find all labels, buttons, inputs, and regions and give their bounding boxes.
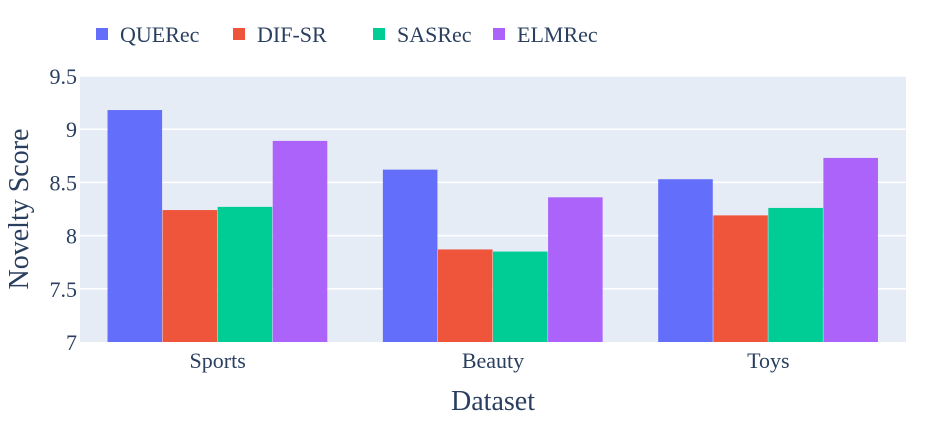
legend-item-querec: QUERec xyxy=(96,22,200,47)
bar-sasrec-sports xyxy=(217,206,273,342)
y-axis-title: Novelty Score xyxy=(4,129,35,290)
y-tick-label: 9.5 xyxy=(50,64,78,89)
y-tick-label: 8 xyxy=(66,224,77,249)
legend-item-dif-sr: DIF-SR xyxy=(233,22,327,47)
bar-elmrec-toys xyxy=(823,157,878,342)
y-tick-labels: 7 7.5 8 8.5 9 9.5 xyxy=(50,64,78,355)
bar-querec-beauty xyxy=(382,169,438,342)
bar-querec-sports xyxy=(107,110,163,342)
legend-swatch xyxy=(373,28,385,40)
y-tick-label: 9 xyxy=(66,117,77,142)
legend-label: QUERec xyxy=(120,22,200,47)
bar-sasrec-beauty xyxy=(493,251,548,342)
legend-item-sasrec: SASRec xyxy=(373,22,472,47)
bar-dif-sr-toys xyxy=(713,215,768,342)
bar-elmrec-beauty xyxy=(548,197,603,342)
legend-swatch xyxy=(96,28,108,40)
legend: QUERec DIF-SR SASRec ELMRec xyxy=(96,22,598,47)
x-axis-title: Dataset xyxy=(451,386,535,417)
legend-swatch xyxy=(493,28,505,40)
x-tick-label: Beauty xyxy=(462,348,524,373)
legend-label: DIF-SR xyxy=(257,22,327,47)
y-tick-label: 7.5 xyxy=(50,277,78,302)
x-tick-label: Toys xyxy=(747,348,789,373)
bar-sasrec-toys xyxy=(768,207,823,342)
y-tick-label: 7 xyxy=(66,330,77,355)
legend-item-elmrec: ELMRec xyxy=(493,22,598,47)
y-tick-label: 8.5 xyxy=(50,170,78,195)
legend-label: SASRec xyxy=(397,22,472,47)
x-tick-label: Sports xyxy=(190,348,246,373)
bar-dif-sr-beauty xyxy=(437,249,493,342)
x-tick-labels: Sports Beauty Toys xyxy=(190,348,790,373)
legend-swatch xyxy=(233,28,245,40)
bar-elmrec-sports xyxy=(272,140,328,342)
bar-dif-sr-sports xyxy=(162,210,218,342)
bar-querec-toys xyxy=(658,179,713,342)
bars xyxy=(107,110,878,342)
legend-label: ELMRec xyxy=(517,22,598,47)
